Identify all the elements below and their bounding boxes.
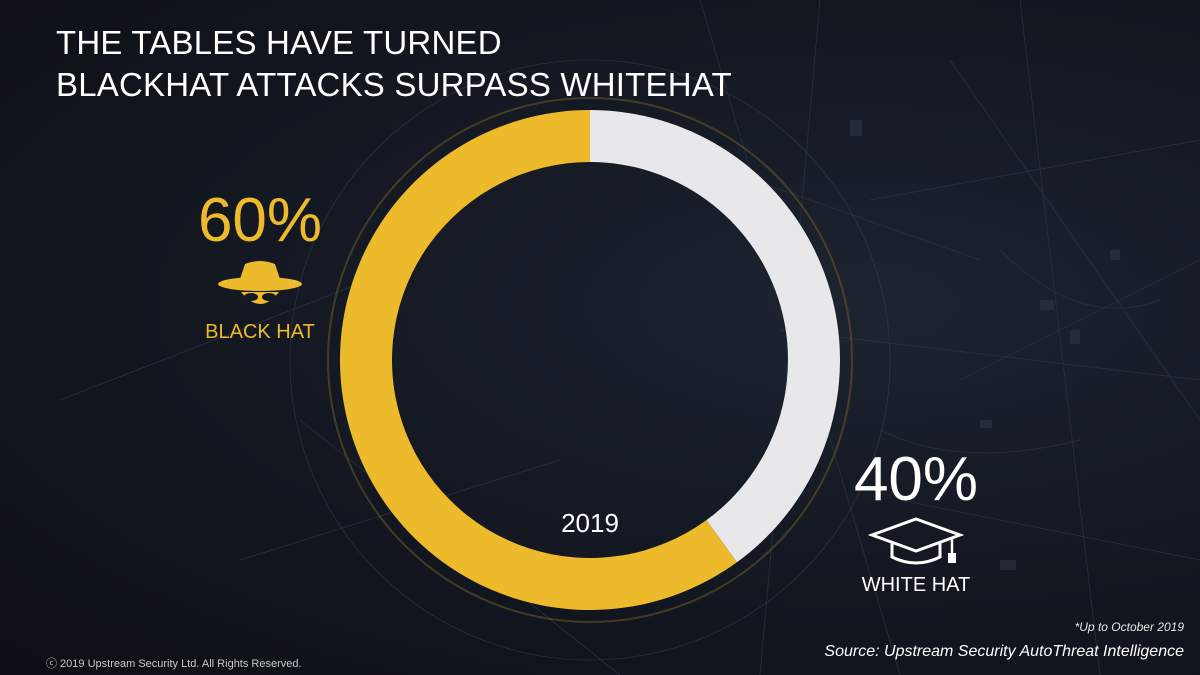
footnote: *Up to October 2019 <box>1074 620 1184 634</box>
source-note: Source: Upstream Security AutoThreat Int… <box>824 643 1184 660</box>
title-line-1: THE TABLES HAVE TURNED <box>56 24 502 61</box>
white-hat-label: WHITE HAT <box>861 574 971 596</box>
white-hat-slice <box>590 110 841 563</box>
spy-hat-icon <box>218 261 302 304</box>
graduation-cap-icon <box>868 517 964 565</box>
black-hat-percent: 60% <box>197 186 323 255</box>
page-title: THE TABLES HAVE TURNED BLACKHAT ATTACKS … <box>56 22 732 106</box>
black-hat-label: BLACK HAT <box>205 321 315 343</box>
outer-ring-faint <box>289 59 891 661</box>
copyright-notice: ⓒ 2019 Upstream Security Ltd. All Rights… <box>46 658 302 670</box>
white-hat-callout: 40% WHITE HAT <box>836 445 996 597</box>
outer-ring-gold <box>327 97 853 623</box>
black-hat-slice <box>340 110 737 610</box>
title-line-2: BLACKHAT ATTACKS SURPASS WHITEHAT <box>56 66 732 103</box>
center-year-label: 2019 <box>561 508 619 538</box>
black-hat-callout: 60% BLACK HAT <box>180 186 340 344</box>
white-hat-percent: 40% <box>853 445 979 514</box>
